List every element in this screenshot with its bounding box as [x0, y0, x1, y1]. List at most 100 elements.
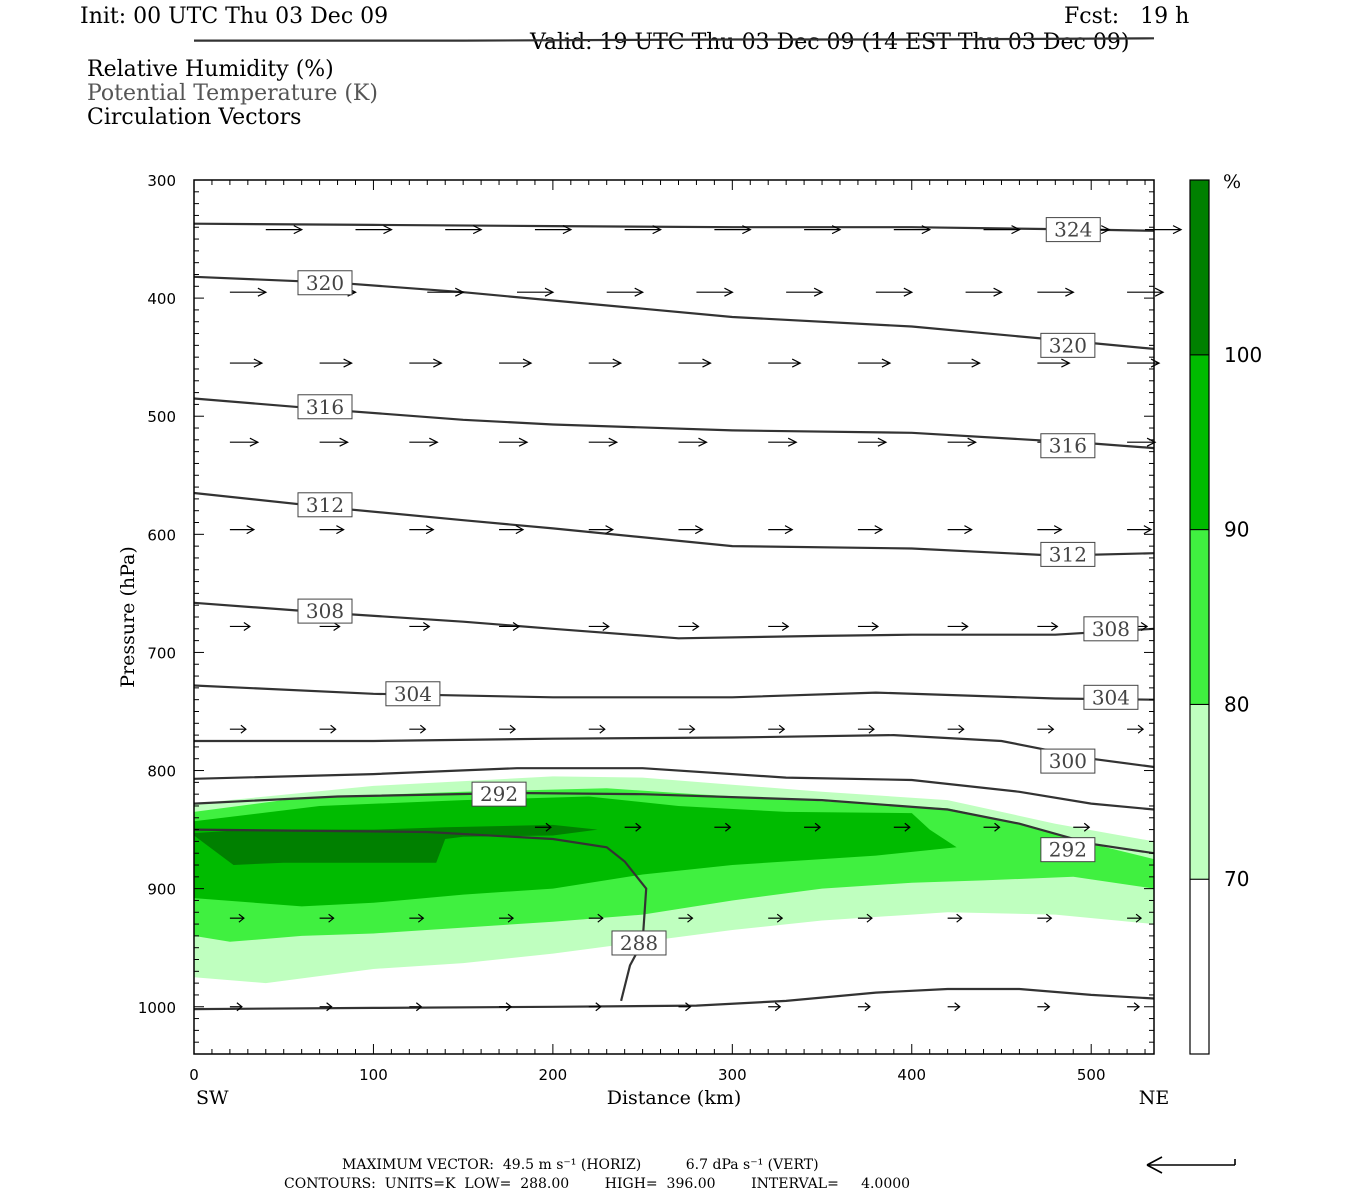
circulation-vector	[768, 913, 784, 923]
theta-contour-304	[193, 684, 1155, 701]
vector-head	[518, 437, 529, 447]
contour-label-324: 324	[1045, 217, 1101, 243]
contour-label-box	[471, 781, 527, 807]
circulation-vector	[857, 358, 892, 368]
circulation-vector	[499, 525, 525, 535]
contour-label-text: 304	[394, 682, 432, 706]
vector-head	[874, 525, 884, 535]
x-tick-label: 500	[1077, 1066, 1106, 1084]
endpoint-ne: NE	[1139, 1087, 1170, 1109]
circulation-vector	[1127, 724, 1145, 734]
y-tick-label: 300	[147, 172, 176, 190]
vector-head	[994, 822, 1001, 832]
circulation-vector	[1127, 525, 1153, 535]
vector-head	[326, 1002, 333, 1012]
circulation-vector	[588, 913, 604, 923]
vector-head	[1172, 225, 1183, 235]
circulation-vector	[1073, 822, 1091, 832]
y-tick-label: 900	[147, 881, 176, 899]
circulation-vector	[499, 621, 521, 631]
vector-head	[694, 525, 704, 535]
circulation-vector	[499, 724, 517, 734]
vector-head	[813, 287, 824, 297]
reference-vector	[1146, 1156, 1236, 1174]
contour-label-box	[1045, 217, 1101, 243]
circulation-vector	[409, 913, 425, 923]
vector-head	[1100, 225, 1111, 235]
circulation-vector	[857, 621, 880, 631]
circulation-vector	[319, 913, 335, 923]
vector-head	[961, 621, 969, 631]
circulation-vector	[319, 437, 349, 447]
circulation-vector	[947, 358, 981, 368]
vector-head	[1083, 822, 1091, 832]
vector-head	[1051, 621, 1059, 631]
vector-head	[605, 525, 615, 535]
vector-head	[787, 437, 798, 447]
forecast-hour: Fcst: 19 h	[1064, 4, 1190, 29]
contour-label-text: 292	[1049, 838, 1087, 862]
contour-label-316: 316	[297, 394, 353, 420]
vector-head	[383, 225, 393, 235]
vector-head	[602, 621, 610, 631]
contour-label-box	[1040, 332, 1096, 358]
circulation-vector	[857, 437, 888, 447]
contour-label-text: 308	[1092, 617, 1130, 641]
vector-head	[1061, 358, 1071, 368]
circulation-vector	[678, 358, 712, 368]
circulation-vector	[409, 724, 427, 734]
vector-head	[339, 437, 349, 447]
colorbar-unit: %	[1223, 171, 1241, 193]
vector-head	[689, 724, 696, 734]
contour-label-312: 312	[1040, 541, 1096, 567]
circulation-vector	[588, 525, 615, 535]
contour-info: CONTOURS: UNITS=K LOW= 288.00 HIGH= 396.…	[284, 1176, 911, 1192]
circulation-vector	[714, 822, 732, 832]
vector-head	[1135, 913, 1143, 923]
contour-label-box	[297, 598, 353, 624]
circulation-vector	[409, 1002, 423, 1012]
theta-contour-312	[193, 491, 1155, 557]
vector-head	[958, 724, 965, 734]
circulation-vector	[499, 1002, 513, 1012]
circulation-vector	[696, 287, 734, 297]
circulation-vector	[319, 1002, 333, 1012]
vector-head	[515, 525, 525, 535]
contour-label-292: 292	[1040, 837, 1096, 863]
vector-head	[776, 913, 784, 923]
contour-label-box	[1040, 433, 1096, 459]
circulation-vector	[1127, 913, 1143, 923]
vector-head	[685, 1002, 692, 1012]
vector-head	[1045, 913, 1053, 923]
vector-head	[505, 1002, 513, 1012]
vector-head	[507, 913, 515, 923]
contour-label-text: 312	[1049, 542, 1087, 566]
circulation-vector	[947, 913, 963, 923]
vector-head	[971, 358, 981, 368]
vector-head	[692, 621, 700, 631]
circulation-vector	[588, 437, 619, 447]
circulation-vector	[624, 822, 642, 832]
circulation-vector	[947, 1002, 961, 1012]
vector-head	[742, 225, 752, 235]
circulation-vector	[857, 724, 875, 734]
vector-head	[522, 358, 533, 368]
vector-head	[595, 1002, 602, 1012]
vector-head	[597, 913, 604, 923]
circulation-vector	[588, 724, 606, 734]
contour-label-304: 304	[1083, 684, 1139, 710]
circulation-vector	[768, 525, 794, 535]
circulation-vector	[606, 287, 645, 297]
vector-head	[814, 822, 822, 832]
vector-head	[330, 724, 337, 734]
vector-head	[781, 621, 790, 631]
circulation-vector	[1037, 621, 1059, 631]
vector-head	[1133, 1002, 1141, 1012]
colorbar-label: 100	[1224, 343, 1262, 367]
vector-head	[1053, 525, 1063, 535]
vector-head	[1011, 225, 1021, 235]
circulation-vector	[1037, 724, 1055, 734]
circulation-vector	[1037, 358, 1071, 368]
colorbar-label: 90	[1224, 518, 1249, 542]
vector-head	[1143, 525, 1153, 535]
